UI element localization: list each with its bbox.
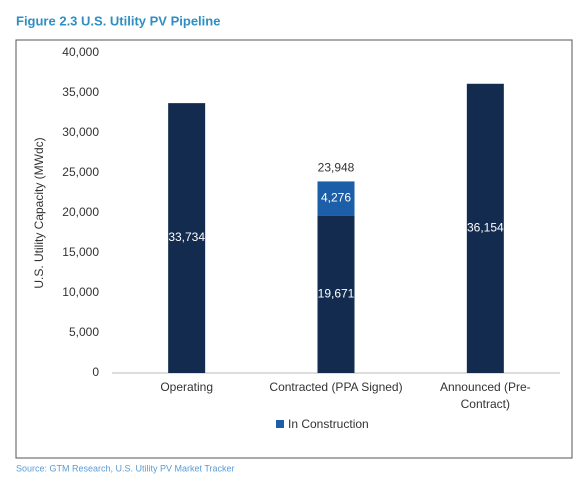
chart-frame: [15, 39, 573, 459]
data-label: 33,734: [168, 230, 205, 244]
chart-title: Figure 2.3 U.S. Utility PV Pipeline: [16, 13, 220, 28]
y-tick-label: 15,000: [62, 245, 99, 259]
bar-segment: [317, 215, 355, 373]
legend-label: In Construction: [288, 417, 369, 431]
x-tick-label: Operating: [160, 380, 213, 394]
y-tick-label: 30,000: [62, 125, 99, 139]
bar-segment: [317, 181, 355, 216]
x-tick-label: Contracted (PPA Signed): [269, 380, 402, 394]
data-label: 19,671: [318, 286, 355, 300]
source-note: Source: GTM Research, U.S. Utility PV Ma…: [16, 463, 235, 473]
x-tick-label: Announced (Pre-Contract): [440, 380, 531, 411]
legend-swatch: [276, 420, 284, 428]
y-axis-label: U.S. Utility Capacity (MWdc): [32, 137, 46, 288]
y-tick-label: 0: [92, 365, 99, 379]
total-label: 23,948: [318, 161, 355, 175]
y-tick-label: 10,000: [62, 285, 99, 299]
y-tick-label: 35,000: [62, 85, 99, 99]
y-tick-label: 20,000: [62, 205, 99, 219]
y-tick-label: 5,000: [69, 325, 99, 339]
bar-segment: [168, 103, 206, 374]
y-tick-label: 25,000: [62, 165, 99, 179]
bar-segment: [466, 83, 504, 373]
data-label: 4,276: [321, 191, 351, 205]
y-tick-label: 40,000: [62, 45, 99, 59]
data-label: 36,154: [467, 221, 504, 235]
